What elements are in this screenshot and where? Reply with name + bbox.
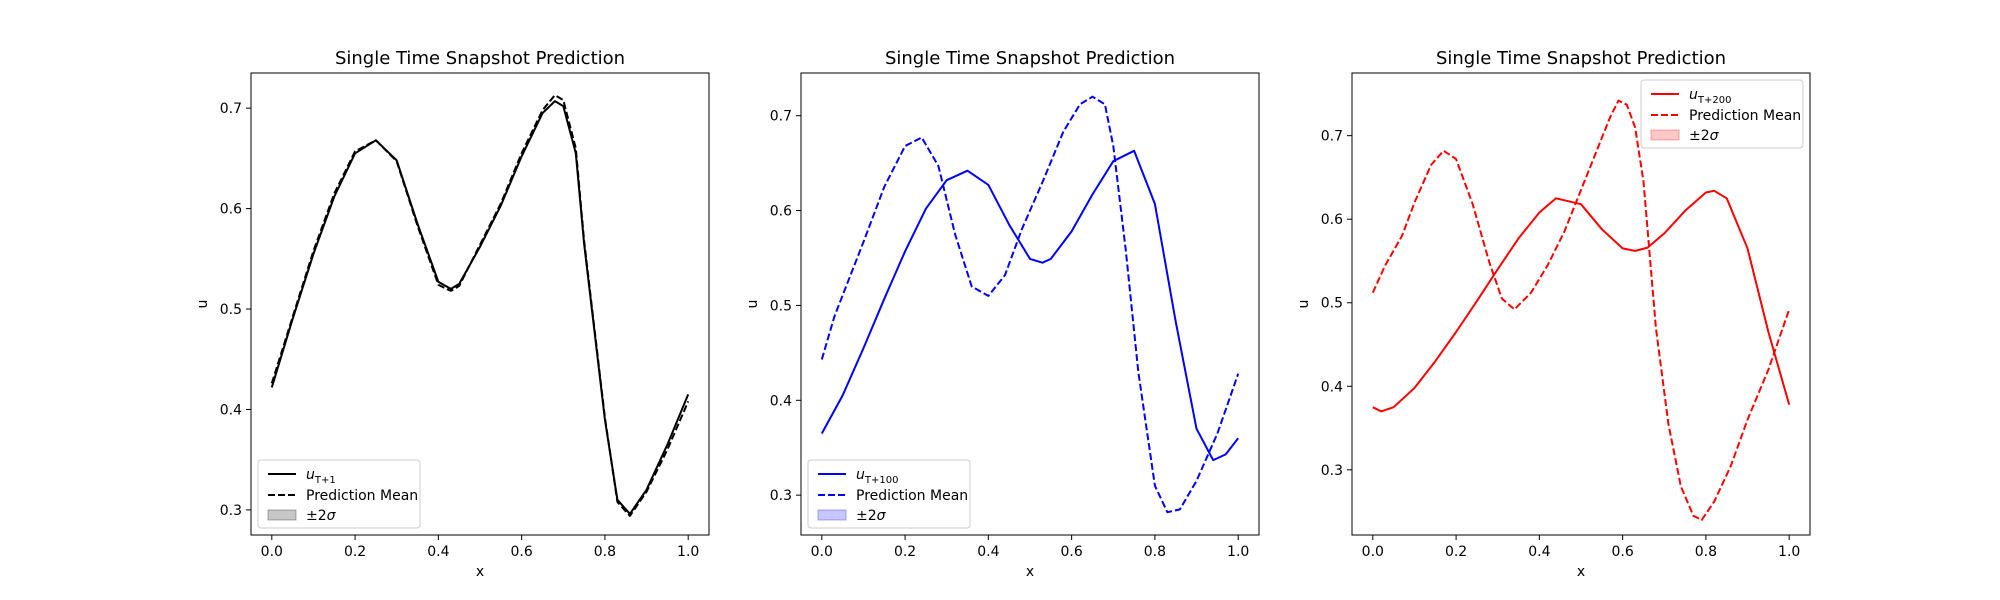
plot-frame <box>800 72 1260 536</box>
chart-title: Single Time Snapshot Prediction <box>1436 48 1726 69</box>
legend: uT+100 Prediction Mean ±2σ <box>807 459 971 529</box>
legend-box <box>257 459 421 529</box>
x-tick-label: 0.2 <box>344 544 366 560</box>
x-axis-label: x <box>1026 564 1034 580</box>
x-tick-label: 0.8 <box>1144 544 1166 560</box>
legend-label-mean: Prediction Mean <box>306 488 418 504</box>
truth-line <box>820 149 1239 462</box>
truth-line <box>1372 189 1791 413</box>
legend-swatch-band <box>1650 129 1680 141</box>
y-axis-label: u <box>745 300 761 309</box>
plot-frame <box>250 72 710 536</box>
x-tick-label: 0.4 <box>977 544 999 560</box>
legend-box <box>1640 79 1804 149</box>
legend-label-band: ±2σ <box>856 508 887 524</box>
y-tick-label: 0.5 <box>1321 296 1343 312</box>
legend: uT+1 Prediction Mean ±2σ <box>257 459 421 529</box>
x-tick-label: 0.8 <box>1695 544 1717 560</box>
x-tick-label: 0.2 <box>894 544 916 560</box>
y-axis-label: u <box>195 300 211 309</box>
truth-line <box>270 100 690 515</box>
y-tick-label: 0.6 <box>770 204 792 220</box>
chart-panel-3: Single Time Snapshot Prediction 0.0 0.2 0.4… <box>1296 48 1811 580</box>
plot-frame <box>1351 72 1811 536</box>
x-tick-label: 0.4 <box>427 544 449 560</box>
x-tick-label: 0.2 <box>1445 544 1467 560</box>
y-tick-label: 0.6 <box>1321 212 1343 228</box>
x-tick-label: 1.0 <box>1227 544 1249 560</box>
legend-label-truth: uT+200 <box>1689 87 1731 106</box>
x-tick-label: 0.6 <box>1612 544 1634 560</box>
y-axis-label: u <box>1296 300 1312 309</box>
legend-swatch-band <box>267 509 297 521</box>
legend-swatch-band <box>817 509 847 521</box>
chart-panel-1: Single Time Snapshot Prediction 0.0 0.2 0.4… <box>195 48 710 580</box>
y-tick-label: 0.5 <box>220 302 242 318</box>
x-tick-label: 0.0 <box>811 544 833 560</box>
legend-label-truth: uT+1 <box>306 467 336 486</box>
y-tick-label: 0.3 <box>220 503 242 519</box>
chart-title: Single Time Snapshot Prediction <box>335 48 625 69</box>
y-tick-label: 0.7 <box>1321 129 1343 145</box>
y-tick-label: 0.4 <box>1321 379 1343 395</box>
y-tick-label: 0.5 <box>770 298 792 314</box>
legend-label-truth: uT+100 <box>856 467 898 486</box>
y-tick-label: 0.3 <box>770 488 792 504</box>
legend-label-band: ±2σ <box>306 508 337 524</box>
y-tick-label: 0.4 <box>220 402 242 418</box>
y-tick-label: 0.6 <box>220 202 242 218</box>
x-tick-label: 0.6 <box>511 544 533 560</box>
chart-panel-2: Single Time Snapshot Prediction 0.0 0.2 0.4… <box>745 48 1260 580</box>
x-tick-label: 0.0 <box>261 544 283 560</box>
chart-title: Single Time Snapshot Prediction <box>885 48 1175 69</box>
y-tick-label: 0.7 <box>770 109 792 125</box>
x-tick-label: 0.4 <box>1528 544 1550 560</box>
y-tick-label: 0.3 <box>1321 463 1343 479</box>
prediction-mean-line <box>270 94 690 517</box>
legend-label-mean: Prediction Mean <box>1689 108 1801 124</box>
prediction-mean-line <box>1371 99 1791 521</box>
x-tick-label: 0.0 <box>1362 544 1384 560</box>
x-tick-label: 0.6 <box>1061 544 1083 560</box>
legend-label-mean: Prediction Mean <box>856 488 968 504</box>
x-axis-label: x <box>1577 564 1585 580</box>
x-tick-label: 1.0 <box>677 544 699 560</box>
x-tick-label: 0.8 <box>594 544 616 560</box>
prediction-mean-line <box>820 95 1240 514</box>
y-tick-label: 0.4 <box>770 393 792 409</box>
legend-box <box>807 459 971 529</box>
legend-label-band: ±2σ <box>1689 128 1720 144</box>
x-axis-label: x <box>476 564 484 580</box>
legend: uT+200 Prediction Mean ±2σ <box>1640 79 1804 149</box>
x-tick-label: 1.0 <box>1778 544 1800 560</box>
y-tick-label: 0.7 <box>220 101 242 117</box>
